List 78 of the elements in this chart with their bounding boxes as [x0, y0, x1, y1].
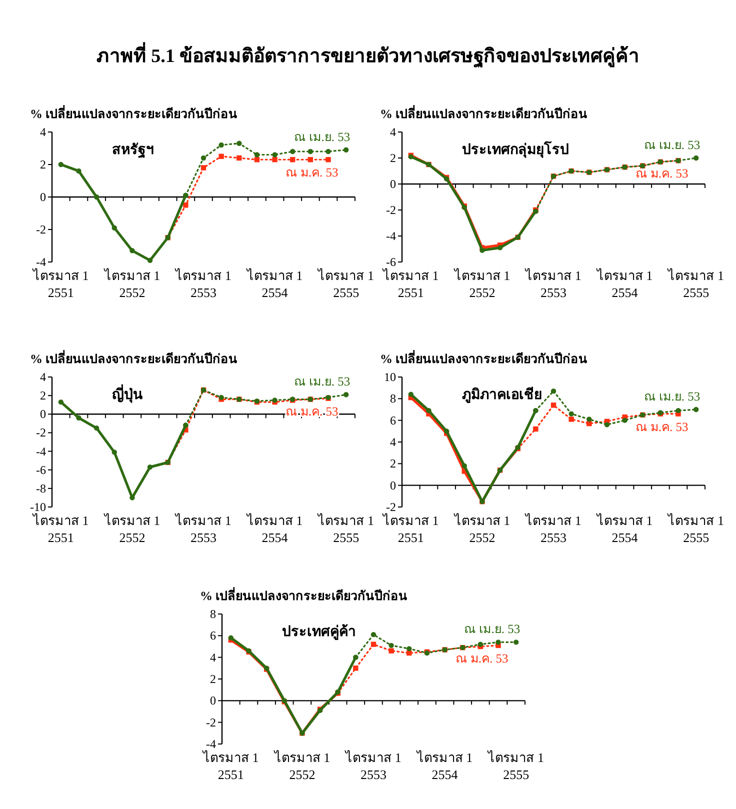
x-tick-label: ไตรมาส 1 2553: [524, 268, 582, 300]
y-tick-label: 4: [390, 125, 396, 139]
series-label: ณ เม.ย. 53: [294, 130, 350, 144]
x-tick-label: ไตรมาส 1 2554: [596, 268, 653, 300]
y-tick-label: 6: [390, 413, 396, 428]
y-tick-label: -6: [386, 255, 396, 269]
text: สหรัฐฯ: [112, 142, 154, 159]
x-tick-label: ไตรมาส 1 2553: [174, 268, 232, 300]
series-label: ณ ม.ค. 53: [635, 166, 688, 181]
text: ประเทศกลุ่มยุโรป: [462, 140, 569, 158]
chart-title: ภาพที่ 5.1 ข้อสมมติอัตราการขยายตัวทางเศรษฐกิจของประเทศคู่ค้า: [96, 42, 640, 69]
y-axis-title: % เปลี่ยนแปลงจากระยะเดียวกันปีก่อน: [380, 350, 588, 366]
x-tick-label: ไตรมาส 1 2554: [416, 750, 473, 782]
x-tick-label: ไตรมาส 1 2552: [103, 268, 160, 300]
x-tick-label: ไตรมาส 1 2553: [344, 750, 402, 782]
y-axis-title: % เปลี่ยนแปลงจากระยะเดียวกันปีก่อน: [380, 105, 588, 121]
x-tick-label: ไตรมาส 1 2553: [524, 513, 582, 545]
series-label: ณ เม.ย. 53: [644, 138, 700, 152]
y-tick-label: 2: [210, 672, 216, 686]
x-tick-label: ไตรมาส 1 2555: [667, 268, 724, 300]
text: ญี่ปุ่น: [112, 384, 143, 403]
y-tick-label: 8: [390, 392, 396, 406]
x-tick-label: ไตรมาส 1 2555: [317, 513, 374, 545]
text: ภูมิภาคเอเชีย: [462, 387, 542, 403]
y-tick-label: -2: [386, 203, 396, 217]
x-tick-label: ไตรมาส 1 2551: [32, 513, 89, 545]
y-tick-label: 4: [40, 125, 46, 139]
y-tick-label: 0: [390, 177, 396, 191]
y-tick-label: -2: [386, 500, 396, 514]
x-tick-label: ไตรมาส 1 2551: [32, 268, 89, 300]
y-tick-label: 4: [390, 435, 396, 449]
y-tick-label: -6: [36, 462, 46, 477]
x-tick-label: ไตรมาส 1 2554: [246, 513, 303, 545]
y-tick-label: 4: [210, 650, 216, 664]
y-axis-title: % เปลี่ยนแปลงจากระยะเดียวกันปีก่อน: [200, 587, 408, 603]
x-tick-label: ไตรมาส 1 2552: [453, 513, 510, 545]
text: ประเทศคู่ค้า: [282, 624, 356, 640]
series-label: ณ ม.ค. 53: [285, 166, 338, 180]
y-tick-label: 6: [210, 628, 216, 643]
y-tick-label: 2: [40, 158, 46, 172]
y-tick-label: -4: [386, 229, 396, 243]
y-tick-label: -10: [30, 500, 46, 514]
y-tick-label: 10: [384, 370, 396, 384]
y-tick-label: 0: [40, 190, 46, 204]
y-tick-label: -2: [206, 715, 216, 730]
x-tick-label: ไตรมาส 1 2551: [382, 513, 439, 545]
y-tick-label: 0: [390, 478, 396, 492]
series-label: ณ ม.ค. 53: [635, 420, 688, 434]
x-tick-label: ไตรมาส 1 2551: [382, 268, 439, 300]
x-tick-label: ไตรมาส 1 2554: [596, 513, 653, 545]
series-label: ณ เม.ย. 53: [294, 374, 350, 389]
x-tick-label: ไตรมาส 1 2555: [487, 750, 544, 782]
y-tick-label: 2: [40, 388, 46, 403]
x-tick-label: ไตรมาส 1 2552: [273, 750, 330, 782]
y-tick-label: -8: [36, 481, 46, 496]
x-tick-label: ไตรมาส 1 2554: [246, 268, 303, 300]
series-label: ณ ม.ค. 53: [455, 651, 508, 666]
y-tick-label: 2: [390, 151, 396, 165]
x-tick-label: ไตรมาส 1 2552: [453, 268, 510, 300]
x-tick-label: ไตรมาส 1 2552: [103, 513, 160, 545]
y-tick-label: 0: [210, 694, 216, 708]
y-tick-label: 0: [40, 407, 46, 422]
y-tick-label: -4: [36, 255, 46, 269]
y-axis-title: % เปลี่ยนแปลงจากระยะเดียวกันปีก่อน: [30, 105, 238, 121]
y-tick-label: 2: [390, 456, 396, 471]
y-tick-label: 4: [40, 370, 46, 384]
y-tick-label: 8: [210, 607, 216, 621]
y-tick-label: -2: [36, 426, 46, 440]
y-tick-label: -4: [36, 444, 46, 458]
series-label: ณ เม.ย. 53: [464, 622, 520, 636]
y-axis-title: % เปลี่ยนแปลงจากระยะเดียวกันปีก่อน: [30, 350, 238, 366]
x-tick-label: ไตรมาส 1 2555: [667, 513, 724, 545]
x-tick-label: ไตรมาส 1 2553: [174, 513, 232, 545]
y-tick-label: -2: [36, 222, 46, 236]
series-label: ณ เม.ย. 53: [644, 390, 700, 404]
x-tick-label: ไตรมาส 1 2551: [202, 750, 259, 782]
x-tick-label: ไตรมาส 1 2555: [317, 268, 374, 300]
y-tick-label: -4: [206, 737, 216, 751]
